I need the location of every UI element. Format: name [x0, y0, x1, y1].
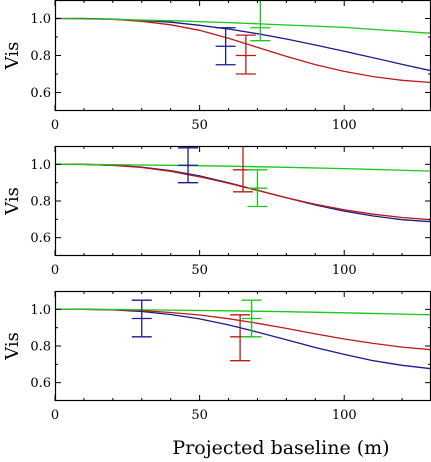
y-axis-title: Vis: [2, 42, 23, 71]
series-green-line: [55, 308, 431, 316]
panels: 0 50 100 0.6 0.8 1.0 Vis 0 50 100 0.6 0.8 1.0 Vis 0 50 1…: [2, 0, 431, 423]
y-tick-label: 0.8: [30, 195, 51, 210]
y-axis-title: Vis: [2, 187, 23, 216]
errorbar-blue: [178, 147, 199, 184]
y-tick-label: 0.6: [30, 86, 51, 101]
x-tick-label: 100: [332, 118, 357, 133]
y-tick-label: 1.0: [30, 303, 51, 318]
errorbar-blue: [131, 299, 152, 338]
plot-frame: [54, 290, 431, 402]
x-tick-label: 100: [332, 408, 357, 423]
series-green-line: [55, 163, 431, 172]
errorbar-green: [241, 299, 262, 338]
y-tick-label: 0.8: [30, 340, 51, 355]
chart-panel-1: 0 50 100 0.6 0.8 1.0 Vis: [2, 0, 431, 133]
chart-panel-3: 0 50 100 0.6 0.8 1.0 Vis: [2, 290, 431, 423]
errorbar-blue: [215, 27, 236, 66]
errorbar-green: [247, 169, 268, 208]
errorbar-red: [230, 314, 251, 362]
plot-area: [55, 0, 431, 84]
series-green-line: [55, 17, 431, 34]
x-tick-label: 50: [191, 263, 208, 278]
chart-panel-2: 0 50 100 0.6 0.8 1.0 Vis: [2, 145, 431, 278]
x-tick-label: 50: [191, 408, 208, 423]
y-tick-label: 1.0: [30, 158, 51, 173]
series-blue-line: [55, 17, 431, 72]
y-axis-title: Vis: [2, 332, 23, 361]
plot-area: [55, 299, 431, 370]
x-tick-label: 0: [51, 263, 59, 278]
plot-area: [55, 146, 431, 223]
errorbar-green: [250, 0, 271, 42]
x-tick-label: 50: [191, 118, 208, 133]
x-tick-label: 0: [51, 118, 59, 133]
y-tick-label: 0.6: [30, 231, 51, 246]
y-tick-label: 1.0: [30, 12, 51, 27]
y-tick-label: 0.8: [30, 49, 51, 64]
x-tick-label: 0: [51, 408, 59, 423]
y-tick-label: 0.6: [30, 376, 51, 391]
series-red-line: [55, 17, 431, 84]
x-tick-label: 100: [332, 263, 357, 278]
x-axis-title: Projected baseline (m): [172, 437, 389, 459]
errorbar-red: [235, 34, 256, 75]
